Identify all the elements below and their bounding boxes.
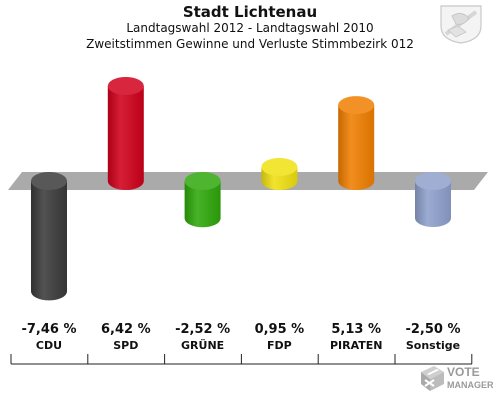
bar-cdu bbox=[31, 172, 67, 301]
chart-title: Stadt Lichtenau bbox=[182, 3, 318, 21]
bar-piraten bbox=[338, 96, 375, 190]
bar-fdp bbox=[261, 157, 298, 190]
bar-grüne bbox=[184, 172, 221, 228]
chart-subtitle: Landtagswahl 2012 - Landtagswahl 2010 bbox=[126, 21, 374, 35]
logo-text-manager: MANAGER bbox=[447, 380, 494, 390]
chart-subtitle-2: Zweitstimmen Gewinne und Verluste Stimmb… bbox=[86, 37, 414, 51]
value-label: 6,42 % bbox=[101, 322, 151, 337]
value-label: -7,46 % bbox=[21, 322, 76, 337]
category-label: Sonstige bbox=[406, 339, 460, 352]
coat-of-arms-icon bbox=[436, 4, 486, 48]
bar-sonstige bbox=[415, 172, 451, 227]
category-label: SPD bbox=[113, 339, 138, 352]
value-label: -2,50 % bbox=[405, 322, 460, 337]
bar-spd bbox=[107, 76, 144, 190]
category-label: PIRATEN bbox=[330, 339, 383, 352]
value-label: 0,95 % bbox=[255, 322, 305, 337]
vote-manager-logo: VOTE MANAGER bbox=[418, 362, 494, 396]
category-label: FDP bbox=[267, 339, 292, 352]
category-label: CDU bbox=[36, 339, 62, 352]
logo-text-vote: VOTE bbox=[447, 365, 480, 379]
value-label: -2,52 % bbox=[175, 322, 230, 337]
category-label: GRÜNE bbox=[181, 338, 224, 352]
ballot-box-icon bbox=[421, 366, 444, 391]
value-label: 5,13 % bbox=[331, 322, 381, 337]
